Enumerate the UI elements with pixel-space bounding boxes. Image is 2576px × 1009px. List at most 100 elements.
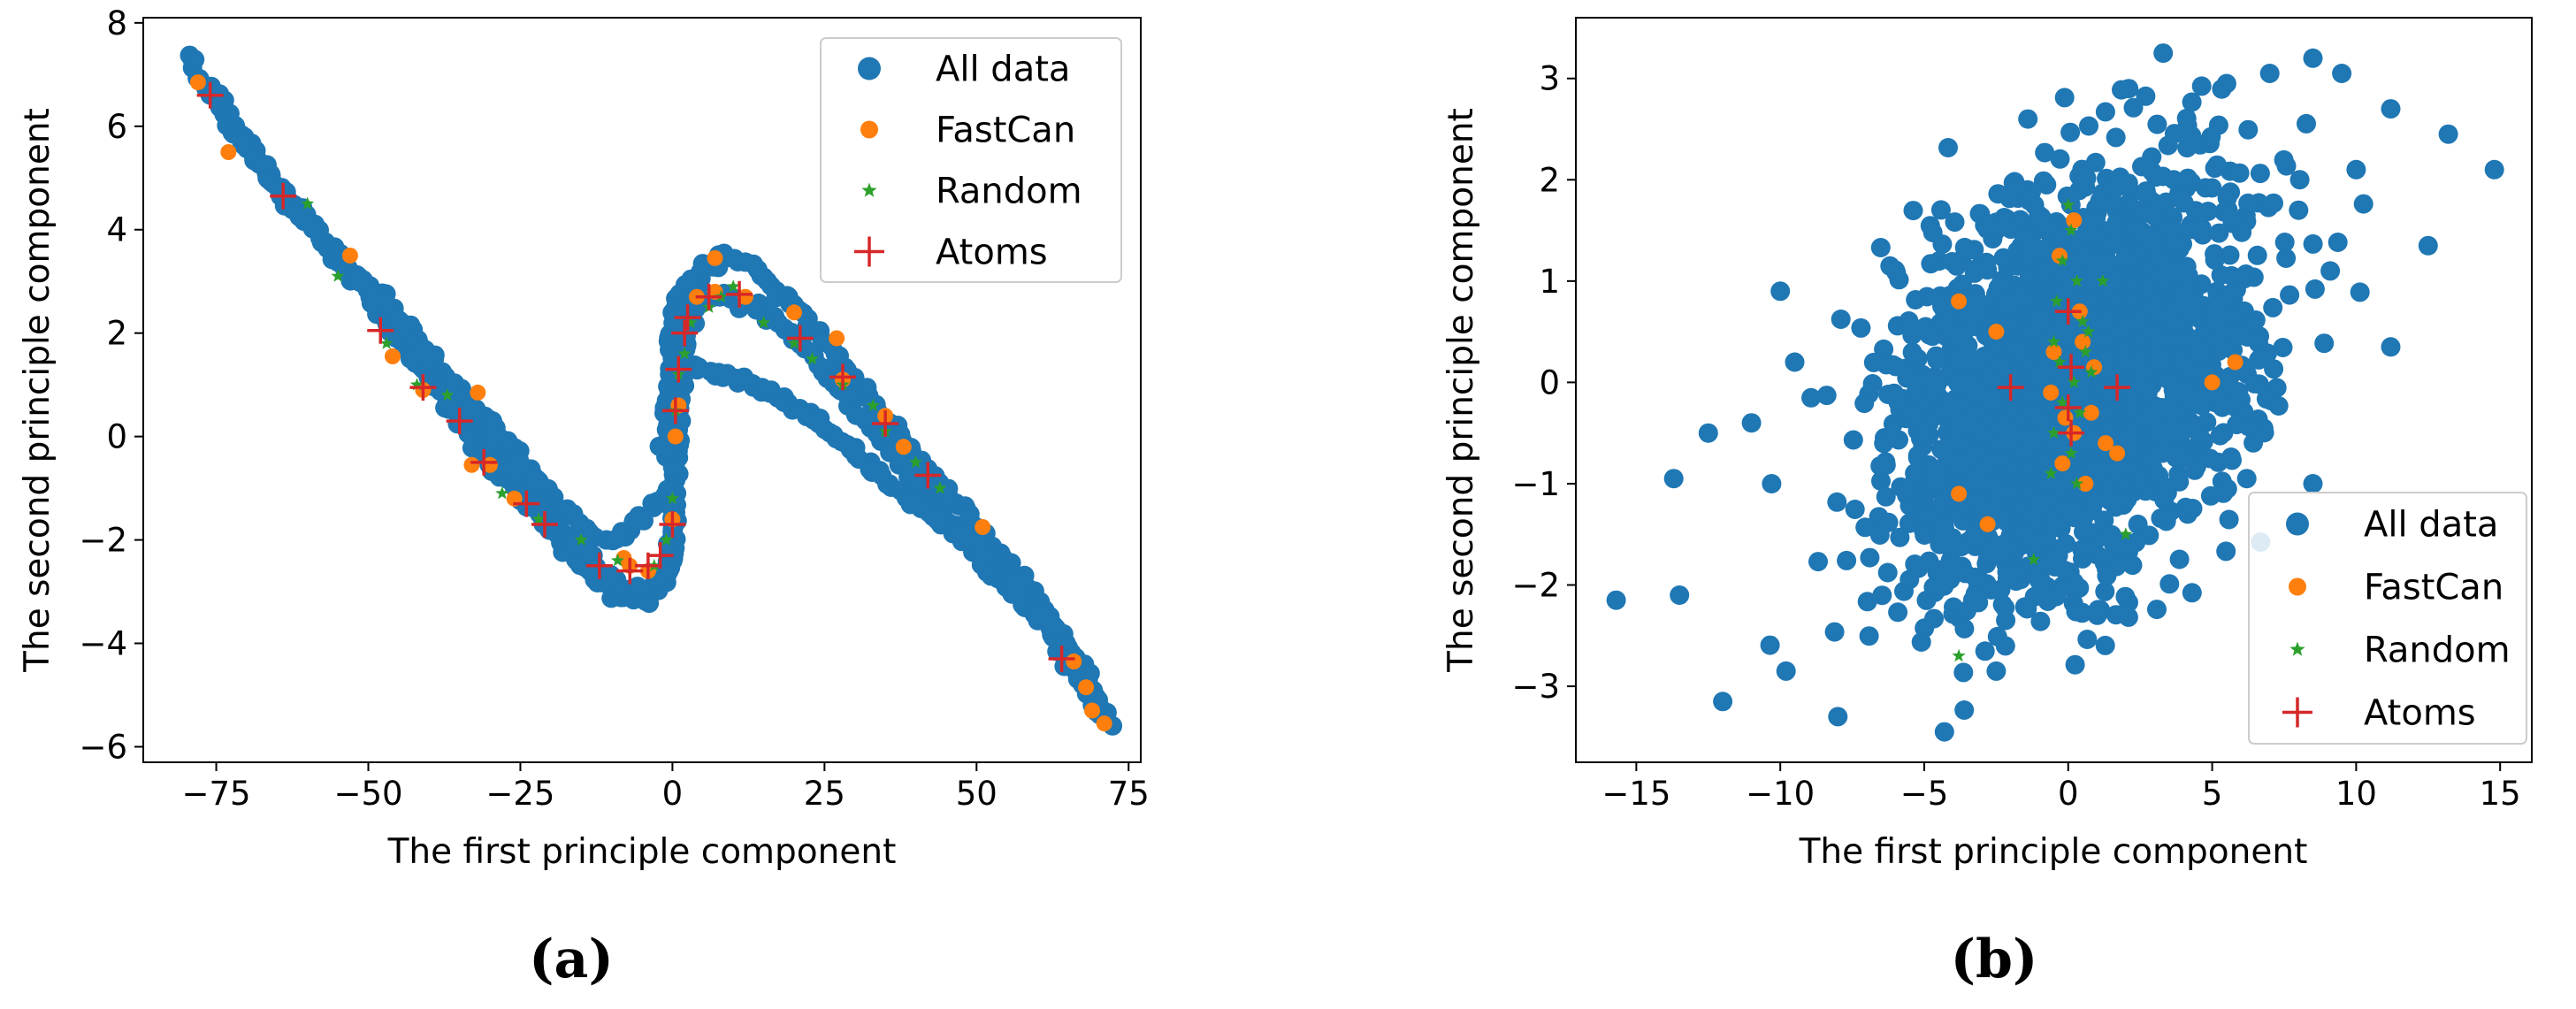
data-point — [2120, 389, 2140, 409]
data-point — [2381, 337, 2401, 357]
data-point — [2259, 64, 2280, 83]
data-point — [677, 347, 692, 360]
data-point — [2219, 509, 2239, 530]
data-point — [2131, 469, 2152, 489]
data-point — [2207, 155, 2228, 175]
data-point — [1889, 430, 1908, 450]
y-axis-label: The second principle component — [1441, 108, 1481, 673]
data-point — [2250, 164, 2270, 184]
data-point — [2136, 86, 2156, 106]
data-point — [1947, 559, 1968, 579]
data-point — [2117, 475, 2136, 495]
data-point — [2105, 195, 2125, 216]
y-tick-label: 2 — [1539, 161, 1560, 199]
data-point — [1871, 471, 1891, 491]
data-point — [2059, 187, 2079, 208]
data-point — [1899, 311, 1919, 331]
data-point — [2077, 218, 2098, 239]
data-point — [2190, 425, 2210, 446]
legend-label: FastCan — [2364, 568, 2503, 608]
data-point — [2140, 232, 2160, 252]
data-point — [2003, 458, 2023, 478]
data-point — [1874, 433, 1894, 454]
data-point — [2084, 365, 2098, 378]
data-point — [2220, 245, 2240, 265]
data-point — [659, 511, 686, 539]
data-point — [1988, 324, 2005, 340]
data-point — [2054, 455, 2071, 472]
data-point — [2137, 384, 2158, 403]
data-point — [2107, 323, 2128, 342]
data-point — [2134, 363, 2154, 383]
data-point — [2037, 531, 2057, 551]
data-point — [2484, 159, 2504, 180]
data-point — [2210, 425, 2230, 446]
data-point — [707, 249, 723, 266]
data-point — [933, 481, 947, 494]
data-point — [2142, 147, 2162, 167]
data-point — [2208, 452, 2228, 472]
data-point — [665, 491, 679, 505]
data-point — [2147, 600, 2167, 620]
data-point — [2149, 465, 2169, 485]
data-point — [2381, 99, 2401, 119]
data-point — [1900, 495, 1920, 516]
data-point — [646, 542, 674, 569]
data-point — [2054, 561, 2075, 580]
data-point — [2061, 197, 2075, 211]
data-point — [2128, 514, 2148, 534]
data-point — [2182, 360, 2203, 380]
data-point — [1884, 383, 1904, 403]
data-point — [1952, 648, 1966, 662]
data-point — [2079, 116, 2098, 136]
data-point — [2216, 541, 2236, 562]
data-point — [1951, 485, 1968, 502]
data-point — [2097, 281, 2117, 302]
data-point — [1899, 513, 1919, 533]
data-point — [2118, 173, 2138, 194]
data-point — [574, 532, 588, 546]
data-point — [2065, 654, 2085, 675]
data-point — [2232, 222, 2252, 242]
legend-marker-all-data — [858, 57, 881, 80]
data-point — [1808, 552, 1828, 572]
data-point — [1084, 702, 1100, 719]
data-point — [2077, 476, 2094, 492]
data-point — [1932, 234, 1953, 255]
data-point — [806, 351, 820, 365]
data-point — [1996, 610, 2016, 631]
data-point — [2164, 261, 2183, 281]
data-point — [2047, 515, 2068, 535]
x-tick-label: 75 — [1108, 775, 1150, 813]
data-point — [1874, 339, 1894, 359]
data-point — [1956, 600, 1976, 621]
data-point — [2111, 537, 2131, 557]
data-point — [2254, 423, 2274, 443]
data-point — [2171, 330, 2191, 350]
y-tick-label: −6 — [79, 728, 127, 766]
x-tick-label: 15 — [2480, 775, 2521, 813]
data-point — [667, 428, 684, 445]
x-tick-label: 25 — [804, 775, 845, 813]
data-point — [2102, 234, 2122, 255]
data-point — [2039, 454, 2060, 474]
data-point — [1978, 449, 1999, 469]
data-point — [2003, 314, 2023, 334]
data-point — [1977, 541, 1998, 562]
data-point — [2142, 162, 2162, 182]
data-point — [2058, 354, 2085, 381]
data-point — [2073, 405, 2087, 419]
data-point — [1872, 585, 1892, 606]
data-point — [2015, 524, 2036, 545]
data-point — [2238, 119, 2259, 140]
data-point — [2001, 419, 2022, 440]
data-point — [331, 269, 345, 282]
data-point — [2119, 527, 2133, 540]
data-point — [1958, 335, 1978, 355]
data-point — [2263, 297, 2283, 317]
data-point — [2133, 203, 2153, 224]
data-point — [2158, 135, 2178, 156]
data-point — [2060, 122, 2081, 142]
data-point — [726, 280, 753, 308]
data-point — [2097, 566, 2117, 586]
